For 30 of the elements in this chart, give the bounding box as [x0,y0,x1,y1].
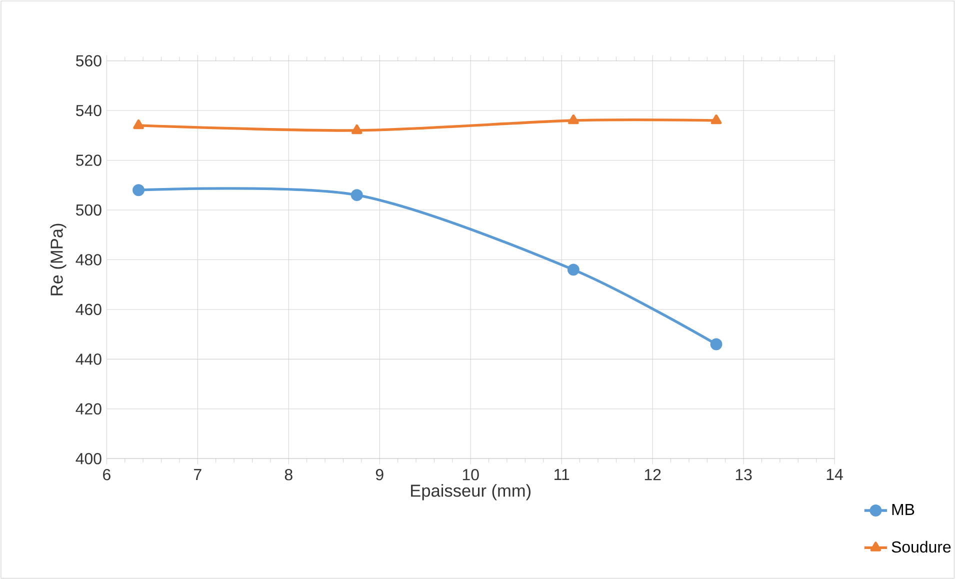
y-axis-title: Re (MPa) [50,224,66,296]
x-tick-label: 7 [194,468,202,480]
point [133,119,144,129]
y-tick-label: 440 [76,353,102,365]
y-tick-label: 560 [76,55,102,66]
legend-label: MB [892,504,914,515]
x-tick-label: 9 [376,468,384,480]
y-tick-label: 480 [76,254,102,266]
y-tick-label: 460 [76,304,102,315]
legend-label: Soudure [892,540,951,552]
point [710,114,722,124]
point [352,124,362,134]
x-tick-label: 12 [644,468,661,480]
y-tick-label: 500 [76,204,102,216]
point [350,188,363,201]
x-tick-label: 8 [284,468,292,480]
point [568,114,579,124]
x-tick-label: 14 [826,468,843,480]
x-tick-label: 11 [554,468,570,480]
y-tick-label: 520 [76,154,102,166]
x-tick-label: 10 [462,468,479,480]
y-tick-label: 400 [76,452,102,464]
point [567,264,580,276]
point [710,338,722,350]
x-axis-title: Epaisseur (mm) [411,484,530,500]
point [132,184,145,196]
x-tick-label: 13 [736,468,752,480]
x-tick-label: 6 [103,468,110,480]
y-tick-label: 540 [76,104,102,116]
y-tick-label: 420 [76,403,102,414]
